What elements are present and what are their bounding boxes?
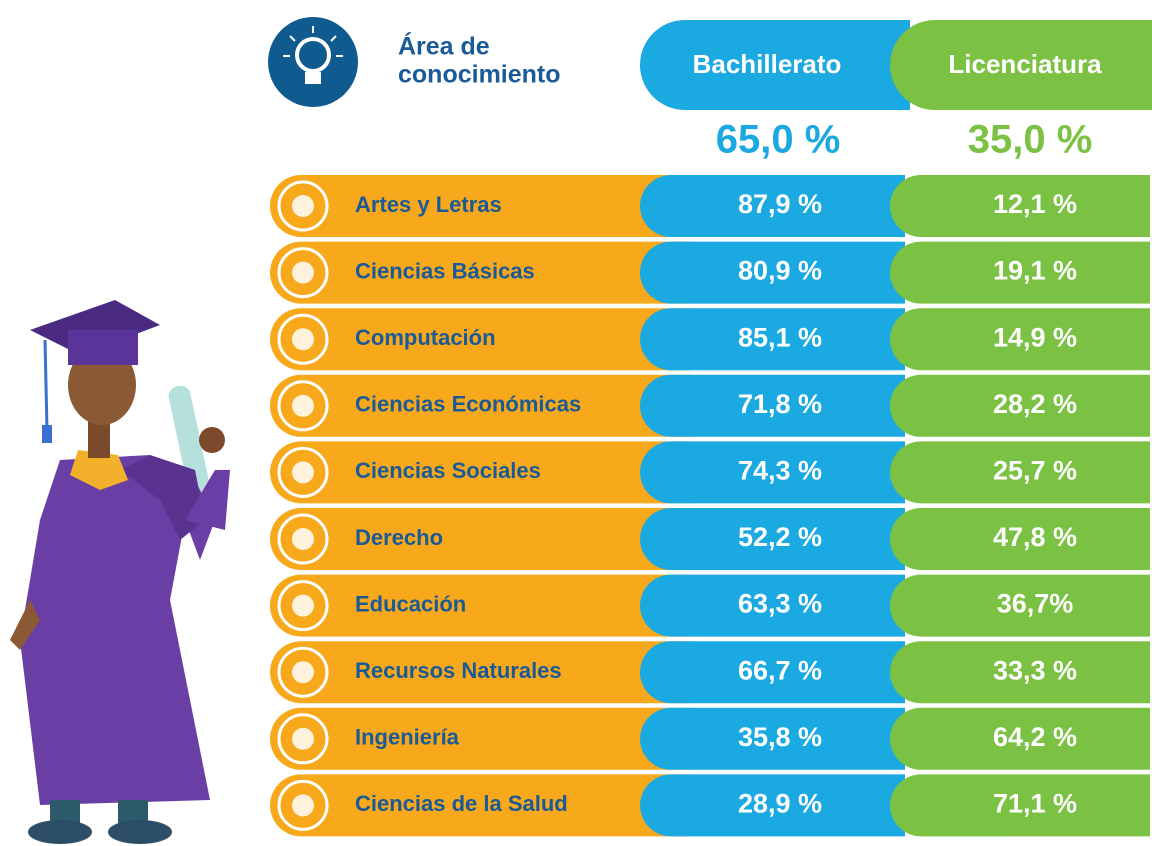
graduate-illustration: [10, 300, 230, 844]
bach-value: 52,2 %: [738, 522, 822, 552]
row-bach-bg: [640, 508, 905, 570]
bach-value: 63,3 %: [738, 589, 822, 619]
total: 35,0 %: [968, 118, 1093, 162]
bach-value: 85,1 %: [738, 322, 822, 352]
lic-value: 25,7 %: [993, 456, 1077, 486]
area-name: Ciencias Básicas: [355, 258, 535, 283]
row-bach-bg: [640, 574, 905, 637]
lic-value: 14,9 %: [993, 322, 1077, 352]
area-icon-glyph: [292, 394, 314, 417]
row-lic-bg: [890, 308, 1150, 371]
row-lic-bg: [890, 574, 1150, 637]
row-lic-bg: [890, 374, 1150, 437]
row-area-bg: [270, 508, 690, 570]
lic-value: 33,3 %: [993, 655, 1077, 685]
title-line: Área de: [398, 32, 490, 61]
area-name: Ciencias Sociales: [355, 458, 541, 483]
area-name: Derecho: [355, 525, 443, 550]
row-area-bg: [270, 774, 690, 837]
area-icon-glyph: [292, 727, 314, 750]
column-header-bg: [640, 20, 910, 110]
row-area-bg: [269, 574, 690, 637]
row-lic-bg: [890, 774, 1150, 837]
area-name: Ciencias Económicas: [355, 392, 581, 417]
row-lic-bg: [890, 241, 1150, 304]
bach-value: 87,9 %: [738, 189, 822, 219]
row-bach-bg: [640, 641, 905, 704]
column-header: Licenciatura: [948, 49, 1102, 79]
bach-value: 71,8 %: [738, 389, 822, 419]
area-icon-glyph: [292, 261, 314, 284]
area-icon-glyph: [292, 661, 314, 684]
area-name: Ingeniería: [355, 725, 460, 750]
area-icon-glyph: [292, 794, 314, 817]
column-header-bg: [890, 20, 1152, 110]
row-area-bg: [270, 175, 690, 237]
area-name: Artes y Letras: [355, 192, 502, 217]
row-area-bg: [269, 241, 690, 304]
lic-value: 12,1 %: [993, 189, 1077, 219]
row-bach-bg: [640, 308, 905, 371]
row-area-bg: [269, 641, 690, 704]
lic-value: 71,1 %: [993, 789, 1077, 819]
lic-value: 19,1 %: [993, 256, 1077, 286]
row-bach-bg: [640, 175, 905, 237]
bach-value: 28,9 %: [738, 789, 822, 819]
row-area-bg: [269, 374, 690, 437]
bach-value: 35,8 %: [738, 722, 822, 752]
row-bach-bg: [640, 774, 905, 837]
area-icon-glyph: [292, 195, 314, 217]
area-icon-glyph: [292, 328, 314, 351]
row-area-bg: [269, 308, 690, 371]
bach-value: 80,9 %: [738, 256, 822, 286]
lic-value: 28,2 %: [993, 389, 1077, 419]
row-lic-bg: [890, 707, 1150, 770]
row-bach-bg: [640, 374, 905, 437]
area-name: Computación: [355, 325, 496, 350]
row-bach-bg: [640, 241, 905, 304]
total: 65,0 %: [716, 118, 841, 162]
lightbulb-icon: [268, 17, 358, 107]
row-area-bg: [269, 707, 690, 770]
area-icon-glyph: [292, 594, 314, 617]
area-name: Ciencias de la Salud: [355, 791, 568, 816]
column-header: Bachillerato: [693, 49, 842, 79]
title-line: conocimiento: [398, 61, 561, 89]
area-icon-glyph: [292, 528, 314, 550]
row-lic-bg: [890, 508, 1150, 570]
row-area-bg: [270, 441, 690, 504]
lic-value: 64,2 %: [993, 722, 1077, 752]
row-lic-bg: [890, 441, 1150, 504]
row-bach-bg: [640, 707, 905, 770]
area-name: Recursos Naturales: [355, 658, 562, 683]
bach-value: 74,3 %: [738, 456, 822, 486]
bach-value: 66,7 %: [738, 655, 822, 685]
row-lic-bg: [890, 641, 1150, 704]
area-icon-glyph: [292, 461, 314, 484]
row-lic-bg: [890, 175, 1150, 237]
row-bach-bg: [640, 441, 905, 504]
lic-value: 36,7%: [997, 589, 1074, 619]
lic-value: 47,8 %: [993, 522, 1077, 552]
area-name: Educación: [355, 591, 466, 616]
